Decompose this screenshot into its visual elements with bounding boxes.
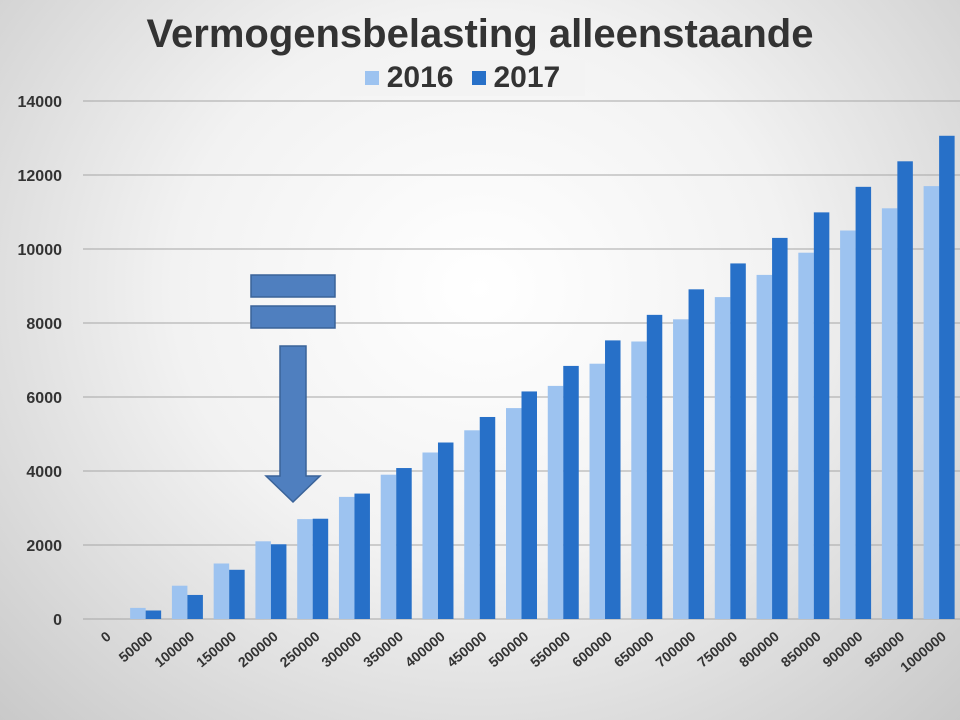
bar-2017 — [897, 161, 913, 619]
x-tick-label: 600000 — [569, 628, 615, 670]
bar-2016 — [171, 585, 188, 619]
bar-2017 — [813, 212, 830, 619]
bar-2017 — [939, 135, 955, 619]
bar-2016 — [798, 252, 814, 619]
chart-title: Vermogensbelasting alleenstaande — [146, 12, 814, 56]
bar-2017 — [145, 610, 162, 619]
y-tick-label: 0 — [53, 612, 62, 629]
bar-2016 — [422, 452, 438, 619]
bar-2016 — [589, 363, 606, 619]
bar-2016 — [380, 474, 397, 619]
bar-2017 — [312, 518, 329, 619]
x-tick-label: 400000 — [402, 628, 448, 670]
bar-2017 — [521, 391, 537, 619]
x-tick-label: 500000 — [485, 628, 531, 670]
bar-2017 — [688, 289, 705, 619]
bar-2017 — [772, 237, 788, 619]
x-tick-label: 700000 — [652, 628, 698, 670]
bar-2016 — [631, 341, 647, 619]
y-tick-label: 2000 — [26, 538, 62, 555]
x-tick-label: 100000 — [151, 628, 197, 670]
x-tick-label: 50000 — [115, 628, 155, 665]
bar-2017 — [855, 186, 872, 619]
bar-2016 — [881, 208, 898, 620]
x-tick-label: 200000 — [235, 628, 281, 670]
bar-2016 — [923, 186, 940, 619]
legend-label-2016: 2016 — [386, 61, 454, 94]
bar-2017 — [563, 365, 579, 619]
chart-legend: 2016 2017 — [340, 60, 585, 96]
y-tick-label: 8000 — [26, 316, 62, 333]
bar-2017 — [479, 416, 496, 619]
y-tick-label: 12000 — [18, 168, 63, 185]
equals-bar-bottom — [250, 305, 336, 329]
bar-2016 — [506, 408, 522, 619]
x-tick-label: 850000 — [778, 628, 824, 670]
x-tick-label: 650000 — [611, 628, 657, 670]
x-tick-label: 750000 — [694, 628, 740, 670]
bar-2017 — [354, 493, 370, 619]
x-tick-label: 800000 — [736, 628, 782, 670]
legend-item-2017: 2017 — [471, 61, 561, 95]
y-tick-label: 4000 — [26, 464, 62, 481]
bar-2016 — [464, 430, 480, 619]
bar-2016 — [756, 274, 773, 619]
legend-swatch-2016 — [364, 71, 379, 85]
y-tick-label: 6000 — [26, 390, 62, 407]
bar-2017 — [229, 569, 245, 619]
y-tick-label: 10000 — [18, 242, 63, 259]
bar-2016 — [297, 519, 313, 619]
legend-swatch-2017 — [471, 71, 486, 85]
legend-item-2016: 2016 — [364, 61, 454, 95]
bar-2016 — [714, 297, 731, 619]
bar-2017 — [437, 442, 454, 619]
x-tick-label: 550000 — [527, 628, 573, 670]
bar-2016 — [840, 230, 856, 619]
x-axis-ticks: 0 500001000001500002000002500003000003500… — [98, 628, 950, 675]
bar-2016 — [255, 541, 271, 619]
bar-2017 — [730, 263, 746, 619]
x-tick-label: 450000 — [444, 628, 490, 670]
bar-2017 — [646, 314, 663, 619]
legend-label-2017: 2017 — [493, 61, 561, 94]
equals-bar-top — [250, 274, 336, 298]
x-tick-label: 350000 — [360, 628, 406, 670]
y-axis-ticks: 0 2000 4000 6000 8000 10000 12000 14000 — [18, 94, 63, 629]
down-arrow-icon — [264, 345, 322, 504]
bar-2016 — [213, 563, 230, 619]
y-tick-label: 14000 — [18, 94, 63, 111]
annotation-equals-arrow — [250, 274, 336, 504]
bars — [130, 135, 955, 620]
x-tick-label: 900000 — [819, 628, 865, 670]
bar-2016 — [673, 319, 689, 619]
bar-2017 — [396, 468, 412, 619]
bar-2017 — [605, 340, 621, 619]
x-tick-label: 0 — [98, 628, 114, 645]
bar-2016 — [130, 607, 146, 619]
bar-2016 — [338, 496, 355, 619]
x-tick-label: 250000 — [277, 628, 323, 670]
bar-2017 — [187, 594, 203, 619]
x-tick-label: 150000 — [193, 628, 239, 670]
x-tick-label: 1000000 — [897, 628, 949, 675]
bar-2016 — [547, 385, 564, 619]
x-tick-label: 300000 — [318, 628, 364, 670]
bar-2017 — [270, 544, 287, 619]
